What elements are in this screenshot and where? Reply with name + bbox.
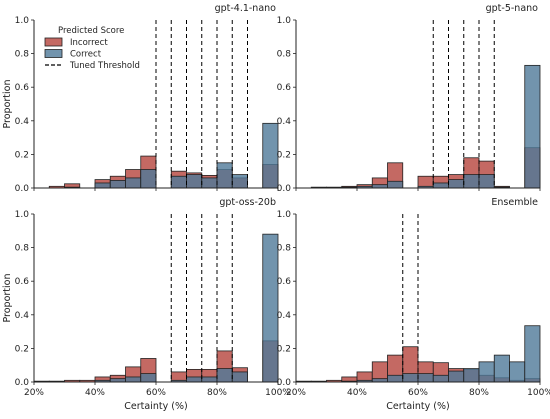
correct-bar [109, 378, 126, 383]
y-tick-label: 0.0 [15, 378, 30, 388]
x-tick-label: 80% [207, 388, 227, 398]
legend-label: Incorrect [70, 38, 108, 48]
y-tick-label: 1.0 [15, 210, 30, 220]
x-tick-label: 40% [85, 388, 105, 398]
correct-bar [432, 374, 449, 383]
correct-bar [402, 373, 419, 383]
correct-bar [201, 177, 218, 189]
correct-bar [509, 361, 526, 383]
correct-bar [231, 371, 248, 383]
correct-bar [216, 368, 233, 383]
correct-bar [478, 174, 495, 189]
correct-bar [186, 376, 203, 383]
correct-bar [448, 179, 465, 189]
correct-bar [371, 378, 388, 383]
y-tick-label: 0.8 [277, 50, 292, 60]
y-tick-label: 0.6 [277, 277, 292, 287]
y-tick-label: 0.8 [277, 244, 292, 254]
correct-bar [125, 177, 142, 189]
x-tick-label: 40% [347, 388, 367, 398]
y-tick-label: 0.8 [15, 244, 30, 254]
correct-bar [94, 182, 111, 189]
y-tick-label: 0.2 [15, 344, 29, 354]
y-axis-label: Proportion [2, 79, 13, 128]
correct-bar [387, 180, 404, 189]
correct-bar [448, 370, 465, 383]
panel-title: gpt-4.1-nano [215, 3, 277, 14]
y-tick-label: 0.4 [277, 311, 292, 321]
y-axis-label: Proportion [2, 273, 13, 322]
x-tick-label: 100% [527, 388, 550, 398]
y-tick-label: 0.2 [15, 150, 29, 160]
correct-bar [125, 376, 142, 383]
y-tick-label: 0.0 [277, 184, 292, 194]
y-tick-label: 0.4 [15, 311, 30, 321]
x-tick-label: 100% [265, 388, 291, 398]
y-tick-label: 1.0 [277, 16, 292, 26]
legend-correct-swatch [44, 49, 63, 58]
correct-bar [463, 368, 480, 383]
correct-bar [463, 174, 480, 189]
legend-title: Predicted Score [58, 26, 124, 36]
correct-bar [140, 169, 157, 189]
y-tick-label: 0.4 [277, 117, 292, 127]
y-tick-label: 1.0 [277, 210, 292, 220]
correct-bar [170, 175, 187, 189]
correct-bar [231, 174, 248, 189]
correct-bar [216, 162, 233, 189]
correct-bar [493, 354, 510, 383]
correct-bar [387, 374, 404, 383]
x-tick-label: 60% [146, 388, 166, 398]
y-tick-label: 0.6 [15, 277, 30, 287]
legend-incorrect-swatch [44, 37, 63, 47]
correct-bar [109, 180, 126, 189]
legend-label: Tuned Threshold [69, 61, 140, 71]
correct-bar [140, 373, 157, 383]
y-tick-label: 0.6 [277, 83, 292, 93]
y-tick-label: 0.4 [15, 117, 30, 127]
x-tick-label: 60% [408, 388, 428, 398]
panel-4: 0.0 0.2 0.4 0.6 0.8 1.0 20% 40% 60% 80% 100% Ensemb… [277, 197, 550, 412]
y-tick-label: 0.2 [277, 150, 291, 160]
correct-bar [478, 361, 495, 383]
panel-title: Ensemble [491, 197, 538, 208]
y-tick-label: 0.2 [277, 344, 291, 354]
y-tick-label: 0.0 [15, 184, 30, 194]
correct-bar [186, 174, 203, 189]
legend-label: Correct [70, 50, 102, 60]
y-tick-label: 0.0 [277, 378, 292, 388]
x-axis-label: Certainty (%) [386, 401, 449, 412]
panel-3: 0.0 0.2 0.4 0.6 0.8 1.0 20% 40% 60% 80% 100% gpt-os… [2, 197, 291, 412]
y-tick-label: 1.0 [15, 16, 30, 26]
x-tick-label: 20% [24, 388, 44, 398]
y-tick-label: 0.8 [15, 50, 30, 60]
panel-2: 0.0 0.2 0.4 0.6 0.8 1.0 gpt-5-nano [277, 3, 541, 194]
x-axis-label: Certainty (%) [124, 401, 187, 412]
correct-bar [432, 182, 449, 189]
correct-bar [371, 184, 388, 189]
correct-bar [524, 325, 541, 383]
correct-bar [524, 64, 541, 189]
panel-title: gpt-5-nano [486, 3, 539, 14]
panel-1: 0.0 0.2 0.4 0.6 0.8 1.0 gpt-4.1-nano Proportion [2, 3, 279, 194]
x-tick-label: 20% [286, 388, 306, 398]
panel-title: gpt-oss-20b [219, 197, 276, 208]
correct-bar [417, 373, 434, 383]
correct-bar [201, 376, 218, 383]
y-tick-label: 0.6 [15, 83, 30, 93]
correct-bar [262, 233, 279, 383]
x-tick-label: 80% [469, 388, 489, 398]
